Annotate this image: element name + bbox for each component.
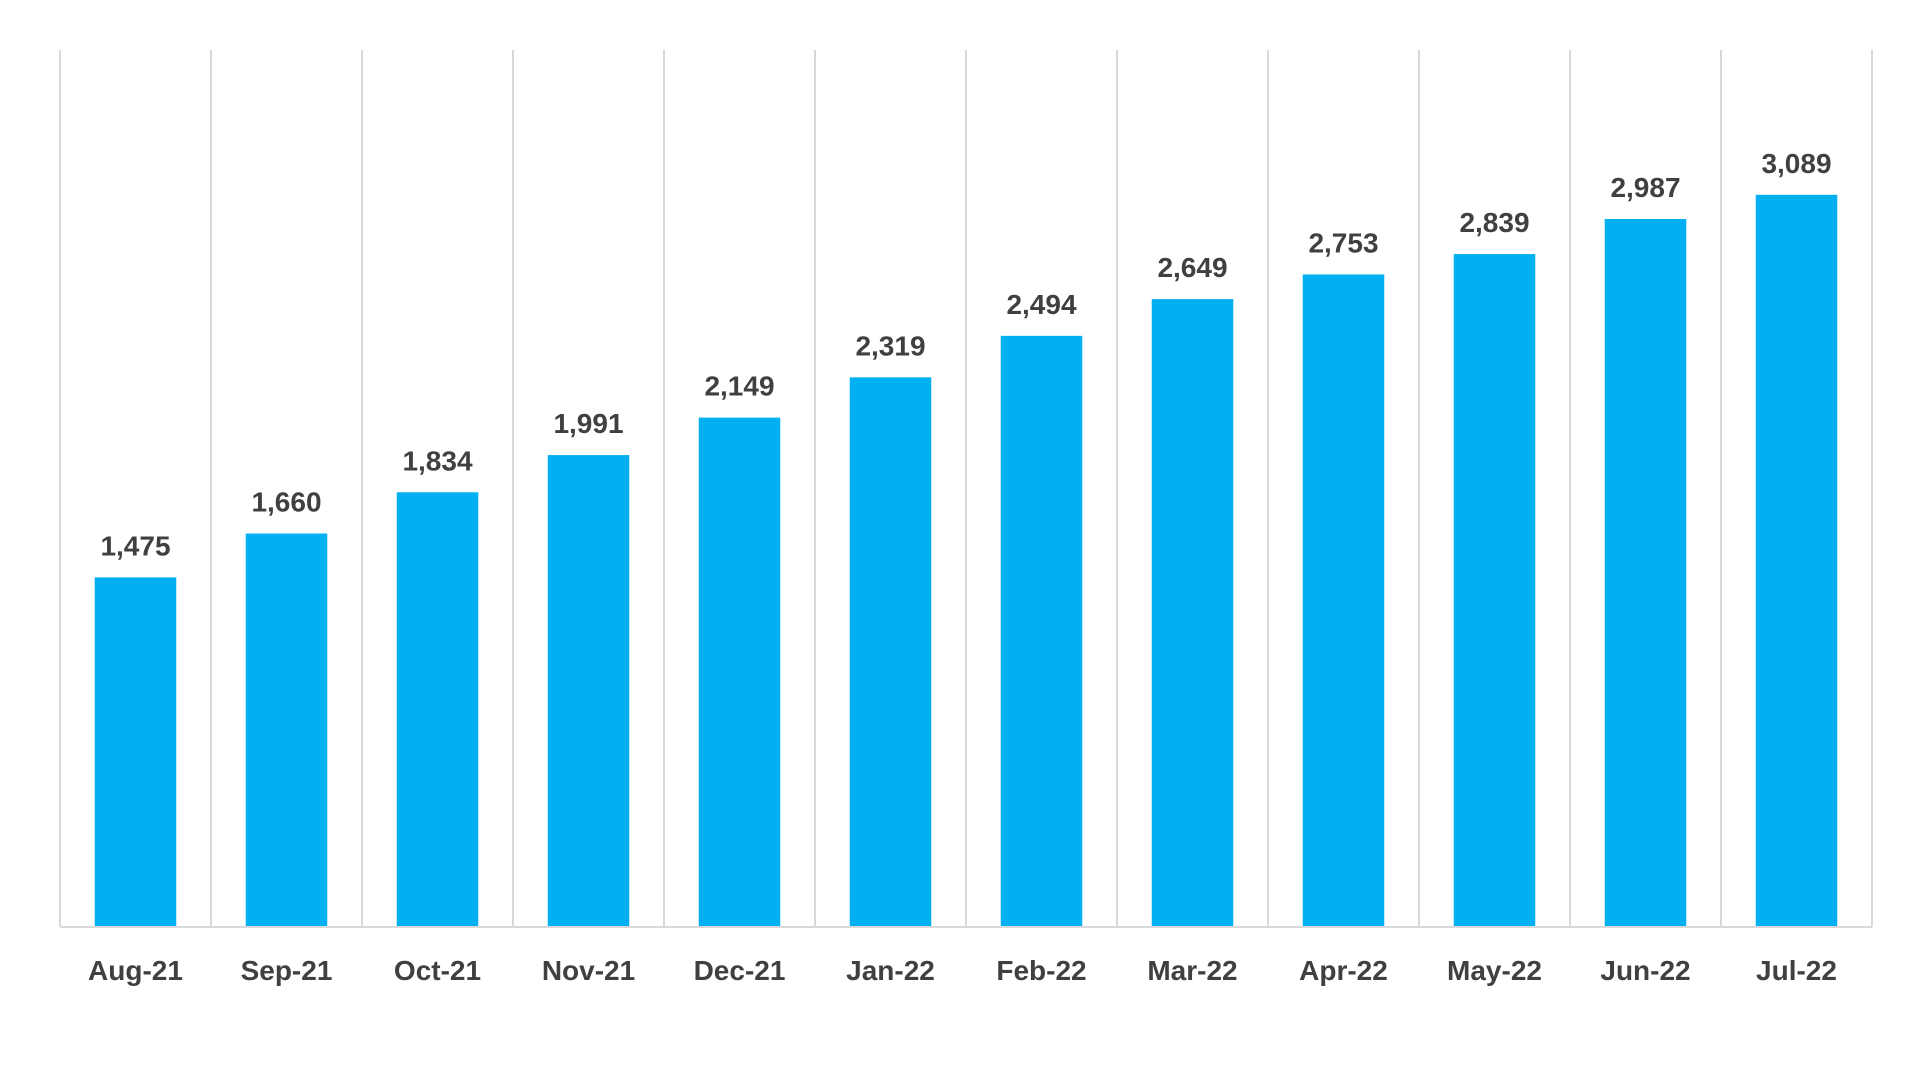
bar-dec-21 <box>698 417 781 927</box>
bar-mar-22 <box>1151 299 1234 927</box>
x-tick-label: Aug-21 <box>88 955 183 986</box>
bar-feb-22 <box>1000 335 1083 927</box>
x-axis-ticks: Aug-21 Sep-21 Oct-21 Nov-21 Dec-21 Jan-22 Feb-… <box>88 955 1837 986</box>
data-label: 1,991 <box>553 408 623 439</box>
bar-jul-22 <box>1755 194 1838 928</box>
grid-lines <box>59 50 1873 927</box>
x-tick-label: May-22 <box>1447 955 1542 986</box>
data-labels: 1,475 1,660 1,834 1,991 2,149 2,319 2,494 2,649… <box>100 148 1831 562</box>
data-label: 2,149 <box>704 371 774 402</box>
data-label: 1,834 <box>402 445 472 476</box>
x-tick-label: Apr-22 <box>1299 955 1388 986</box>
bars <box>94 194 1838 928</box>
data-label: 1,475 <box>100 530 170 561</box>
x-tick-label: Nov-21 <box>542 955 635 986</box>
x-tick-label: Feb-22 <box>996 955 1086 986</box>
bar-oct-21 <box>396 492 479 927</box>
x-tick-label: Oct-21 <box>394 955 481 986</box>
x-tick-label: Jul-22 <box>1756 955 1837 986</box>
x-tick-label: Jan-22 <box>846 955 935 986</box>
data-label: 1,660 <box>251 487 321 518</box>
data-label: 2,319 <box>855 330 925 361</box>
bar-aug-21 <box>94 577 177 927</box>
data-label: 2,649 <box>1157 252 1227 283</box>
x-tick-label: Jun-22 <box>1600 955 1690 986</box>
data-label: 2,753 <box>1308 227 1378 258</box>
bar-nov-21 <box>547 455 630 927</box>
data-label: 2,839 <box>1459 207 1529 238</box>
bar-sep-21 <box>245 533 328 927</box>
data-label: 3,089 <box>1761 148 1831 179</box>
bar-jan-22 <box>849 377 932 927</box>
bar-may-22 <box>1453 254 1536 928</box>
bar-jun-22 <box>1604 219 1687 928</box>
bar-apr-22 <box>1302 274 1385 927</box>
x-tick-label: Sep-21 <box>241 955 333 986</box>
x-tick-label: Mar-22 <box>1147 955 1237 986</box>
x-tick-label: Dec-21 <box>694 955 786 986</box>
data-label: 2,987 <box>1610 172 1680 203</box>
data-label: 2,494 <box>1006 289 1076 320</box>
